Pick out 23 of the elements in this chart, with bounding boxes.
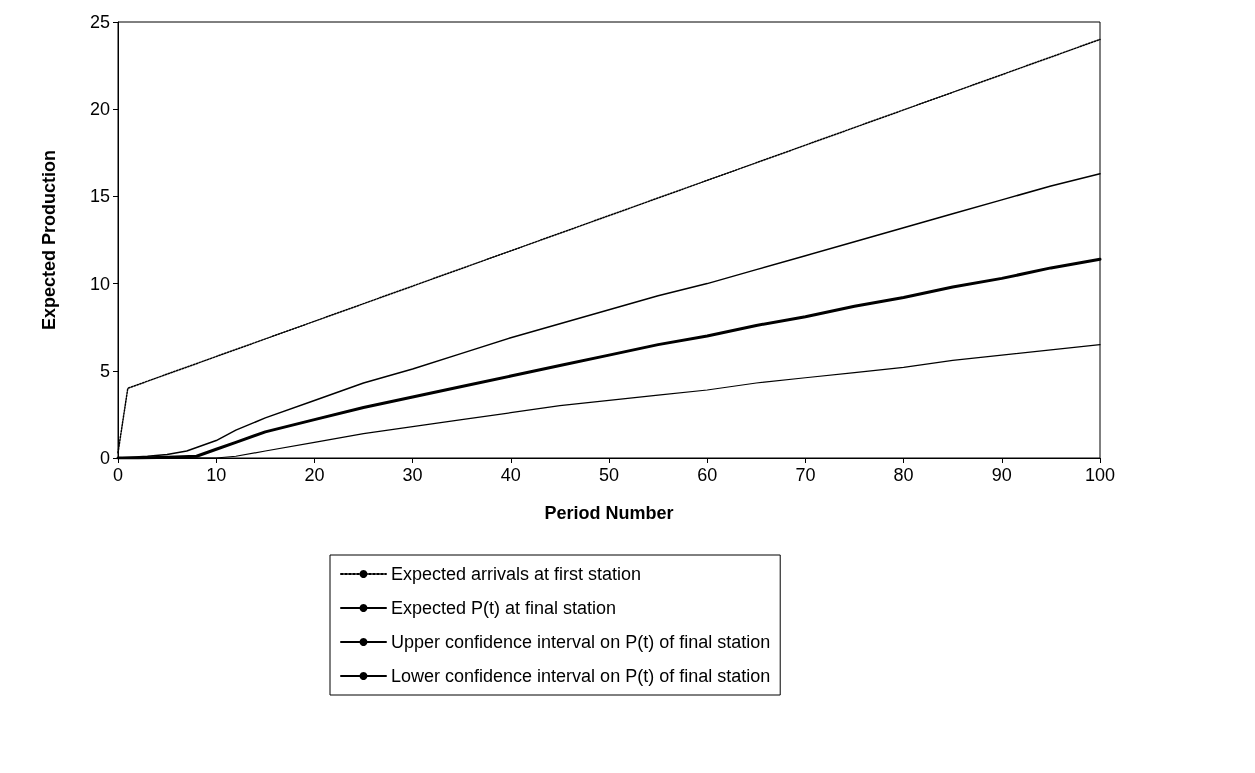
- y-tick-label: 20: [89, 99, 110, 120]
- x-axis-title: Period Number: [544, 503, 674, 523]
- x-tick-label: 10: [206, 465, 227, 485]
- x-tick-label: 60: [697, 465, 718, 485]
- y-tick-label: 15: [89, 186, 110, 207]
- y-tick-label: 10: [89, 273, 110, 294]
- legend-label: Expected arrivals at first station: [391, 564, 642, 584]
- x-tick-label: 30: [402, 465, 423, 485]
- x-tick-label: 80: [893, 465, 914, 485]
- legend-label: Expected P(t) at final station: [391, 598, 617, 618]
- x-tick-label: 0: [112, 465, 124, 485]
- x-tick-label: 90: [991, 465, 1012, 485]
- x-tick-label: 20: [304, 465, 325, 485]
- legend-label: Upper confidence interval on P(t) of final station: [391, 632, 771, 652]
- y-tick-label: 0: [99, 448, 110, 468]
- y-tick-label: 25: [89, 12, 110, 32]
- legend-label: Lower confidence interval on P(t) of final station: [391, 666, 771, 686]
- y-tick-label: 5: [99, 360, 110, 381]
- x-tick-label: 100: [1084, 465, 1116, 485]
- x-tick-label: 40: [500, 465, 521, 485]
- y-axis-title: Expected Production: [39, 149, 59, 331]
- x-tick-label: 70: [795, 465, 816, 485]
- x-tick-label: 50: [598, 465, 620, 485]
